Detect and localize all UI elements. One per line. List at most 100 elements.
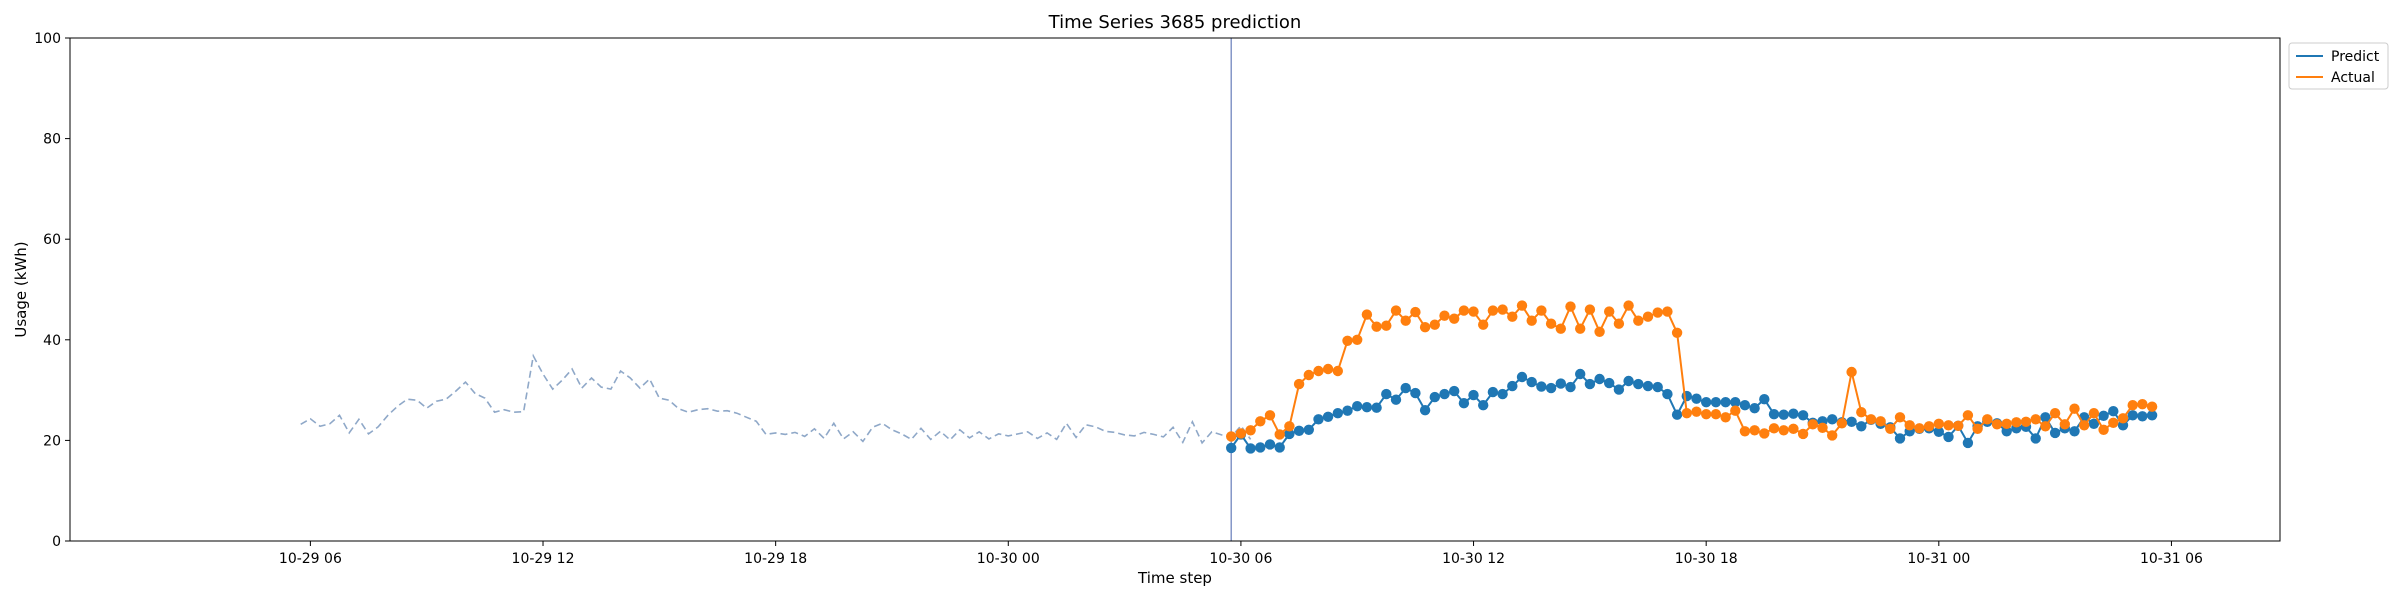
plot-area	[300, 38, 2158, 541]
y-tick-label: 100	[34, 31, 61, 47]
predict-point	[1468, 389, 1479, 401]
predict-point	[1526, 376, 1537, 388]
predict-point	[1390, 394, 1402, 405]
history-line	[300, 353, 1252, 445]
predict-point	[1352, 401, 1363, 412]
predict-point	[1788, 408, 1799, 419]
predict-point	[1768, 409, 1780, 420]
actual-point	[1594, 326, 1605, 337]
predict-point	[2049, 427, 2061, 439]
y-tick-label: 80	[43, 132, 61, 148]
predict-point	[1449, 385, 1460, 397]
predict-point	[1458, 398, 1470, 409]
actual-point	[1982, 414, 1993, 425]
predict-point	[1536, 381, 1547, 392]
actual-point	[1584, 304, 1596, 315]
actual-point	[1749, 425, 1760, 436]
actual-point	[1817, 422, 1828, 433]
actual-point	[1788, 423, 1799, 434]
actual-point	[1235, 428, 1247, 439]
predict-point	[1720, 397, 1731, 408]
predict-point	[1749, 403, 1760, 414]
actual-point	[1836, 418, 1848, 429]
x-tick-label: 10-30 06	[1209, 551, 1272, 567]
predict-point	[1439, 388, 1450, 400]
predict-point	[2098, 410, 2109, 421]
actual-point	[1778, 425, 1789, 436]
legend-label-predict: Predict	[2331, 49, 2380, 65]
predict-point	[1487, 386, 1499, 398]
actual-point	[1797, 428, 1809, 440]
predict-point	[2001, 426, 2012, 437]
actual-point	[1284, 421, 1295, 432]
predict-point	[1671, 409, 1683, 420]
actual-point	[1410, 306, 1421, 318]
x-tick-label: 10-29 18	[744, 551, 807, 567]
predict-point	[1604, 377, 1615, 389]
actual-point	[2137, 399, 2148, 410]
chart-title: Time Series 3685 prediction	[1048, 12, 1302, 33]
actual-point	[1487, 305, 1499, 316]
y-tick-label: 20	[43, 433, 61, 449]
actual-point	[2146, 401, 2158, 412]
predict-point	[1681, 390, 1693, 402]
actual-point	[1371, 321, 1382, 332]
x-tick-label: 10-30 18	[1675, 551, 1738, 567]
predict-point	[1400, 382, 1411, 394]
actual-point	[1545, 318, 1557, 329]
actual-point	[1313, 365, 1324, 377]
actual-point	[2088, 408, 2100, 419]
predict-point	[1274, 442, 1285, 453]
actual-point	[1623, 300, 1634, 311]
predict-point	[1894, 433, 1906, 444]
actual-point	[1681, 408, 1693, 419]
x-tick-label: 10-31 06	[2140, 551, 2203, 567]
actual-point	[1555, 323, 1567, 334]
predict-point	[1303, 424, 1315, 435]
predict-point	[1730, 397, 1741, 408]
actual-point	[1352, 334, 1363, 345]
predict-point	[1778, 409, 1789, 420]
actual-point	[2108, 417, 2119, 428]
actual-point	[2069, 403, 2080, 414]
predict-point	[1293, 425, 1305, 436]
predict-point	[1642, 380, 1654, 392]
actual-point	[2059, 419, 2070, 430]
predict-point	[1361, 402, 1373, 413]
predict-point	[1759, 394, 1770, 405]
predict-point	[1264, 439, 1276, 450]
predict-point	[1410, 387, 1421, 399]
actual-point	[1914, 423, 1925, 434]
actual-point	[1536, 305, 1547, 316]
x-tick-label: 10-30 00	[977, 551, 1040, 567]
predict-point	[1342, 405, 1353, 416]
predict-point	[2069, 426, 2080, 437]
actual-point	[1827, 430, 1838, 441]
predict-point	[1633, 378, 1644, 390]
predict-point	[1545, 382, 1557, 394]
x-tick-label: 10-31 00	[1907, 551, 1970, 567]
actual-point	[1507, 311, 1518, 322]
actual-point	[2020, 416, 2032, 427]
y-axis-label: Usage (kWh)	[12, 241, 30, 337]
predict-point	[2030, 433, 2041, 444]
actual-point	[1768, 423, 1780, 434]
actual-point	[2030, 414, 2041, 425]
actual-point	[1662, 306, 1673, 317]
predict-point	[1797, 410, 1809, 421]
actual-point	[1739, 426, 1751, 437]
actual-point	[1449, 313, 1460, 324]
predict-point	[2146, 410, 2158, 421]
predict-point	[2127, 410, 2138, 421]
actual-point	[1759, 428, 1770, 439]
actual-point	[1439, 310, 1450, 321]
predict-point	[2040, 412, 2051, 423]
y-axis: 0 20 40 60 80 100	[34, 31, 70, 550]
actual-point	[1516, 300, 1528, 311]
predict-point	[1507, 380, 1518, 392]
predict-point	[1419, 405, 1431, 416]
predict-point	[1245, 443, 1256, 454]
predict-point	[1381, 388, 1392, 400]
actual-point	[1575, 323, 1586, 334]
